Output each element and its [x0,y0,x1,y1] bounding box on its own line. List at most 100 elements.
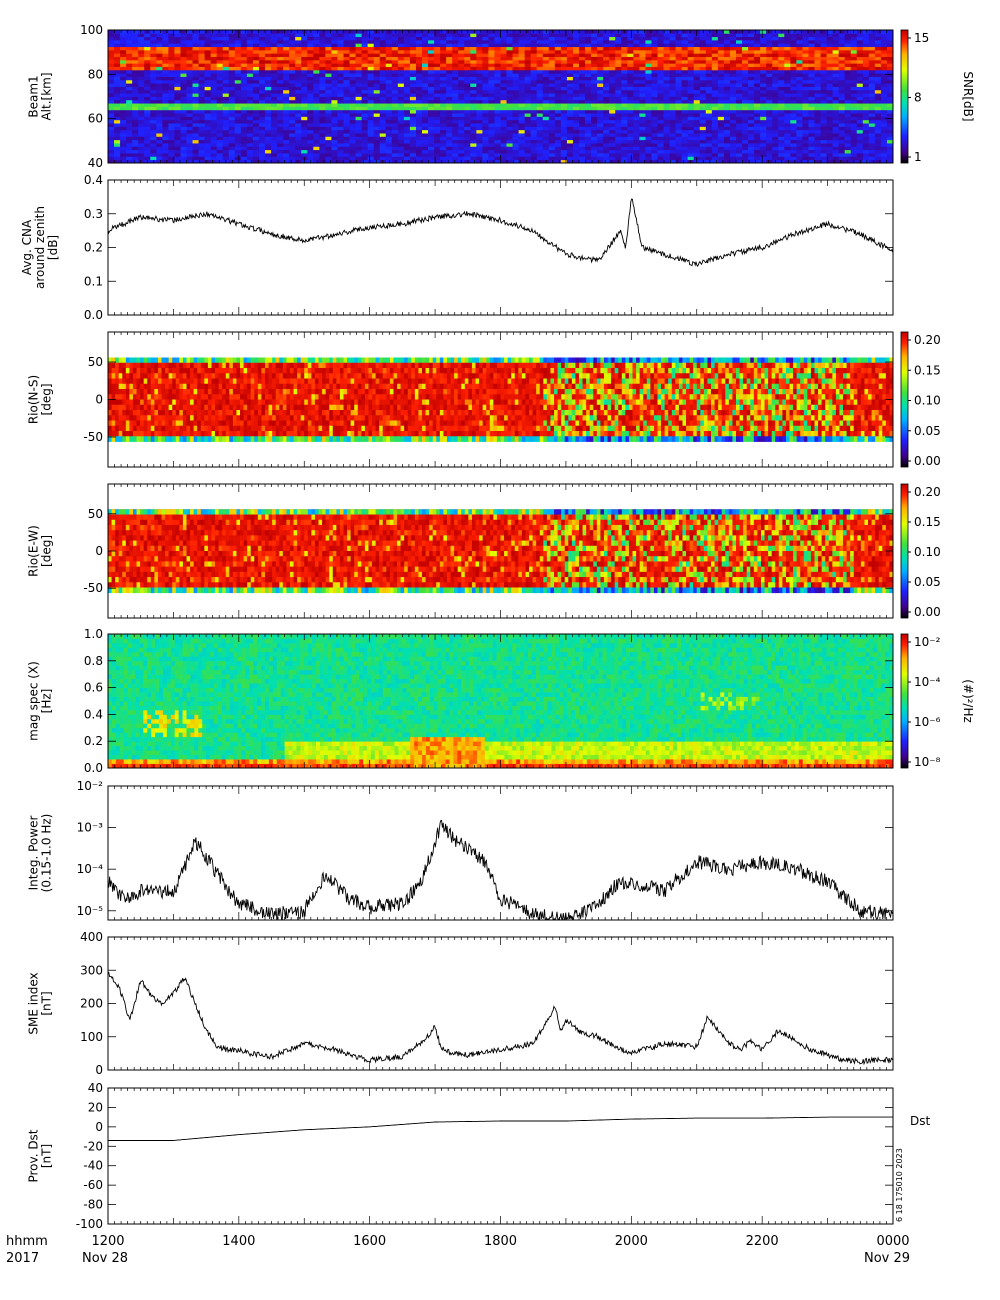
heatmap-cell [754,156,761,161]
heatmap-cell [246,30,254,34]
heatmap-cell [566,153,574,157]
heatmap-cell [271,99,278,104]
heatmap-cell [240,109,248,114]
heatmap-cell [367,66,375,71]
heatmap-cell [512,113,520,117]
heatmap-cell [838,46,846,51]
heatmap-cell [385,53,393,57]
heatmap-cell [216,153,224,157]
heatmap-cell [820,86,827,91]
heatmap-cell [355,99,363,104]
heatmap-cell [216,136,224,141]
heatmap-cell [597,96,604,101]
heatmap-cell [234,69,242,74]
heatmap-cell [210,93,218,97]
heatmap-cell [838,76,846,81]
heatmap-cell [343,49,350,54]
heatmap-cell [705,106,713,111]
heatmap-cell [114,73,121,77]
heatmap-cell [633,143,640,147]
heatmap-cell [663,30,670,34]
heatmap-cell [548,59,556,64]
heatmap-cell [120,156,127,161]
heatmap-cell [458,49,465,54]
heatmap-cell [717,59,725,64]
heatmap-cell [265,146,272,151]
heatmap-cell [494,159,501,164]
heatmap-cell [766,56,773,61]
heatmap-cell [198,33,206,38]
heatmap-cell [766,30,773,34]
heatmap-cell [252,76,260,81]
heatmap-cell [150,103,157,107]
heatmap-cell [422,159,429,164]
heatmap-cell [349,123,356,127]
heatmap-cell [621,119,628,124]
heatmap-cell [470,106,477,111]
heatmap-cell [760,79,767,84]
heatmap-cell [452,136,459,141]
heatmap-cell [591,123,598,127]
heatmap-cell [222,33,230,38]
heatmap-cell [548,139,556,144]
heatmap-cell [246,89,254,94]
heatmap-cell [391,39,399,44]
heatmap-cell [452,36,459,41]
heatmap-cell [742,59,749,64]
heatmap-cell [669,106,677,111]
heatmap-cell [186,139,193,144]
heatmap-cell [675,93,683,97]
heatmap-cell [778,129,785,134]
heatmap-cell [162,123,169,127]
heatmap-cell [585,146,592,151]
heatmap-cell [144,69,151,74]
heatmap-cell [180,99,187,104]
heatmap-cell [277,43,284,48]
heatmap-cell [748,93,755,97]
heatmap-cell [723,36,731,41]
heatmap-cell [150,73,157,77]
heatmap-cell [802,73,809,77]
heatmap-cell [693,103,701,107]
heatmap-cell [500,129,507,134]
heatmap-cell [283,99,290,104]
heatmap-cell [856,66,864,71]
heatmap-cell [729,126,737,131]
heatmap-cell [470,146,477,151]
heatmap-cell [319,159,326,164]
heatmap-cell [440,73,447,77]
heatmap-cell [138,126,145,131]
heatmap-cell [258,143,266,147]
heatmap-cell [681,59,689,64]
heatmap-cell [621,113,628,117]
heatmap-cell [228,69,236,74]
heatmap-cell [319,69,326,74]
heatmap-cell [120,89,127,94]
heatmap-cell [150,43,157,48]
heatmap-cell [506,143,513,147]
heatmap-cell [814,79,821,84]
heatmap-cell [621,93,628,97]
heatmap-cell [403,46,411,51]
heatmap-cell [476,113,483,117]
heatmap-cell [307,46,314,51]
heatmap-cell [597,103,604,107]
heatmap-cell [361,113,369,117]
heatmap-cell [796,66,803,71]
heatmap-cell [772,113,779,117]
heatmap-cell [826,49,834,54]
heatmap-cell [361,96,369,101]
heatmap-cell [542,86,550,91]
heatmap-cell [216,33,224,38]
heatmap-cell [591,133,598,137]
heatmap-cell [482,86,489,91]
heatmap-cell [476,133,483,137]
heatmap-cell [488,113,495,117]
heatmap-cell [687,43,695,48]
heatmap-cell [397,89,405,94]
heatmap-cell [723,156,731,161]
heatmap-cell [500,153,507,157]
heatmap-cell [126,76,133,81]
heatmap-cell [337,33,344,38]
heatmap-cell [204,119,212,124]
